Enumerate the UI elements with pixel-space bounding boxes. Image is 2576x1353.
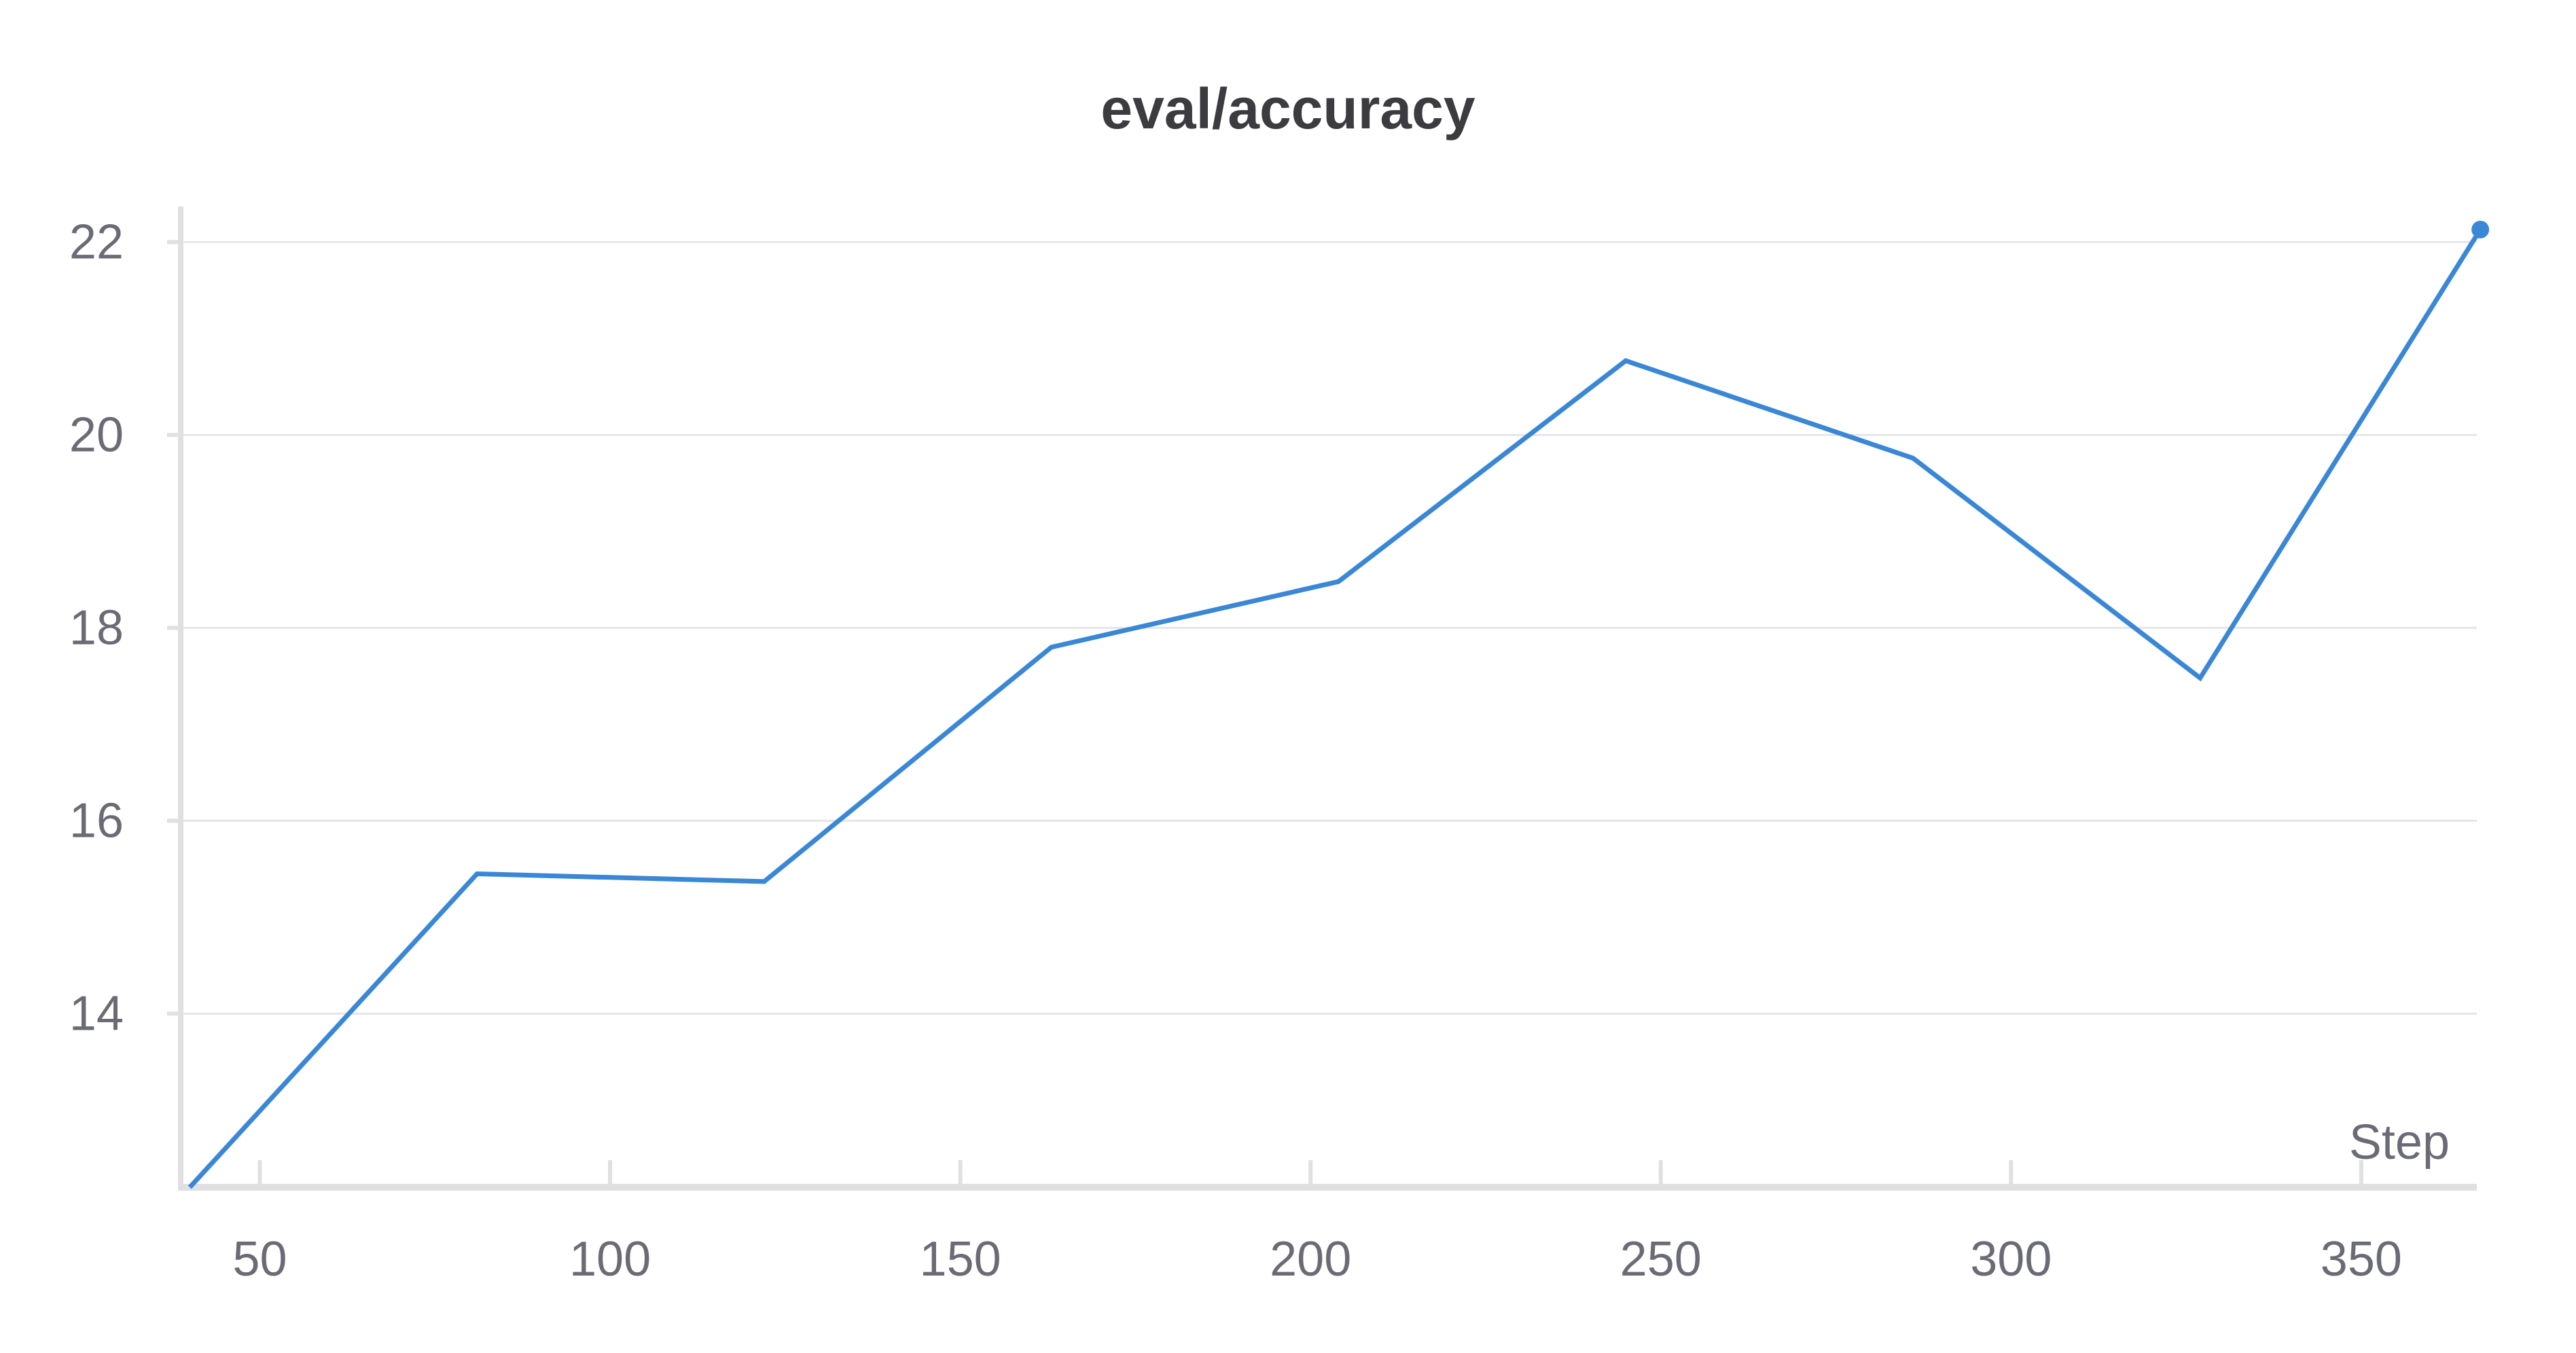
y-tick-label: 20: [69, 408, 124, 462]
series-line: [187, 228, 2483, 1189]
y-tick-label: 14: [69, 986, 124, 1041]
x-tick-label: 350: [2321, 1232, 2402, 1286]
y-tick-label: 16: [69, 793, 124, 848]
series-endpoint-marker: [2471, 220, 2490, 238]
x-tick-label: 100: [569, 1232, 651, 1286]
tick-labels: 14 16 18 20 22 50 100 150 200 250 300 350 Step: [69, 215, 2450, 1286]
y-tick-label: 22: [69, 215, 124, 269]
series-layer: [187, 220, 2490, 1189]
x-tick-label: 300: [1970, 1232, 2052, 1286]
x-axis-title: Step: [2349, 1115, 2450, 1170]
y-tick-label: 18: [69, 600, 124, 655]
chart-title: eval/accuracy: [1101, 77, 1475, 141]
axes: [167, 206, 2477, 1191]
gridlines: [181, 240, 2477, 1015]
x-tick-label: 250: [1620, 1232, 1702, 1286]
x-tick-label: 200: [1270, 1232, 1351, 1286]
x-tick-label: 50: [232, 1232, 287, 1286]
x-tick-label: 150: [920, 1232, 1001, 1286]
